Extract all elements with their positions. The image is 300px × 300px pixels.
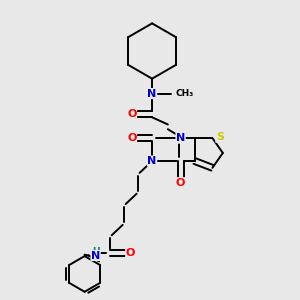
Text: H: H bbox=[92, 247, 99, 256]
Text: O: O bbox=[176, 178, 185, 188]
Text: N: N bbox=[91, 250, 100, 260]
Text: N: N bbox=[148, 156, 157, 166]
Text: N: N bbox=[148, 88, 157, 98]
Text: CH₃: CH₃ bbox=[175, 89, 194, 98]
Text: O: O bbox=[126, 248, 135, 257]
Text: O: O bbox=[127, 109, 136, 119]
Text: S: S bbox=[216, 132, 224, 142]
Text: N: N bbox=[176, 133, 185, 143]
Text: O: O bbox=[127, 133, 136, 143]
